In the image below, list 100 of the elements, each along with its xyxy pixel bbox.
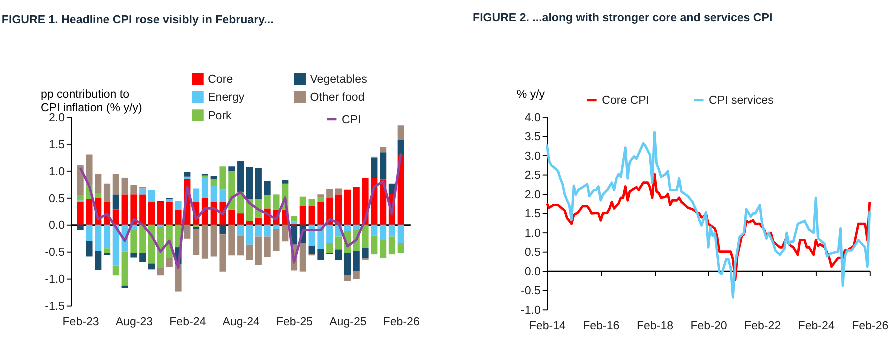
bar [362, 248, 369, 258]
bar [122, 252, 128, 286]
bar [318, 202, 324, 225]
legend-label: Energy [208, 92, 245, 104]
bar [264, 224, 271, 237]
bar [104, 184, 111, 202]
bar [157, 224, 164, 228]
bar [175, 210, 182, 225]
bar [130, 186, 138, 195]
bar [371, 236, 378, 255]
x-tick-label: Feb-22 [744, 320, 782, 332]
bar [122, 194, 128, 225]
bar [228, 210, 236, 225]
bar [112, 194, 120, 210]
bar [371, 158, 378, 178]
y-tick-label: 1.5 [524, 208, 541, 221]
y-axis-title: % y/y [516, 89, 546, 102]
line-series [546, 173, 872, 282]
x-tick-label: Feb-23 [62, 316, 100, 329]
bar [353, 271, 360, 280]
x-tick-label: Feb-14 [529, 320, 567, 332]
y-tick-label: 4.0 [524, 112, 541, 124]
line-series [546, 131, 872, 299]
bar [104, 248, 111, 253]
legend-label: Vegetables [310, 74, 368, 86]
bar [166, 258, 173, 268]
bar [335, 250, 342, 260]
bar [380, 147, 387, 153]
bar [210, 186, 218, 202]
x-tick-label: Aug-24 [222, 316, 261, 329]
bar [388, 236, 396, 255]
y-tick-label: 0.0 [524, 266, 541, 278]
bar [318, 249, 324, 260]
bar [255, 168, 262, 199]
bar [220, 224, 226, 235]
bar [326, 243, 334, 254]
bar [238, 161, 244, 192]
bar [193, 229, 200, 256]
bar [398, 140, 404, 156]
bar [300, 206, 306, 225]
bar [380, 240, 387, 258]
bar [184, 176, 191, 180]
bar [77, 195, 84, 201]
bar [255, 224, 262, 237]
bar [86, 154, 93, 185]
bar [228, 166, 236, 172]
bar [157, 268, 164, 276]
bar [122, 286, 128, 288]
bar [77, 202, 84, 225]
bar [246, 221, 254, 225]
y-tick-label: -1.0 [521, 305, 541, 318]
bar [273, 229, 280, 252]
y-tick-label: 2.0 [48, 112, 66, 124]
bar [335, 194, 342, 225]
bar [104, 252, 111, 256]
y-tick-label: 1.0 [48, 166, 66, 178]
bar [273, 224, 280, 230]
y-tick-label: 0.5 [524, 247, 541, 260]
bar [318, 194, 324, 198]
bar [282, 180, 289, 184]
y-tick-label: 2.5 [524, 170, 541, 182]
bar [300, 196, 306, 206]
y-tick-label: -0.5 [521, 286, 541, 298]
x-tick-label: Feb-20 [690, 320, 728, 332]
bar [282, 224, 289, 242]
bar [112, 210, 120, 225]
bar [95, 174, 102, 194]
bar [353, 251, 360, 272]
bar [220, 234, 226, 272]
bar [77, 224, 84, 230]
bar [300, 243, 306, 272]
bar [255, 218, 262, 225]
y-tick-label: 0.0 [48, 220, 66, 232]
x-tick-label: Feb-26 [852, 320, 889, 332]
x-tick-label: Feb-25 [276, 316, 314, 329]
y-tick-label: 0.5 [48, 193, 66, 206]
bar [273, 194, 280, 210]
bar [362, 224, 369, 248]
y-tick-label: 3.5 [524, 132, 541, 144]
bar [398, 126, 404, 140]
bar [238, 224, 244, 236]
bar [130, 230, 138, 254]
bar [344, 224, 351, 232]
bar [104, 224, 111, 249]
bar [148, 202, 156, 225]
bar [380, 152, 387, 180]
bar [112, 224, 120, 266]
legend-label: Pork [208, 110, 232, 122]
bar [246, 224, 254, 245]
bar [371, 224, 378, 236]
bar [210, 224, 218, 257]
line-series [79, 152, 402, 270]
y-tick-label: 1.5 [48, 139, 66, 152]
legend-label: Core CPI [602, 95, 650, 108]
bar [264, 236, 271, 258]
bar [175, 201, 182, 210]
bar [140, 253, 146, 262]
bar [228, 224, 236, 256]
bar [202, 178, 209, 198]
bar [344, 190, 351, 225]
